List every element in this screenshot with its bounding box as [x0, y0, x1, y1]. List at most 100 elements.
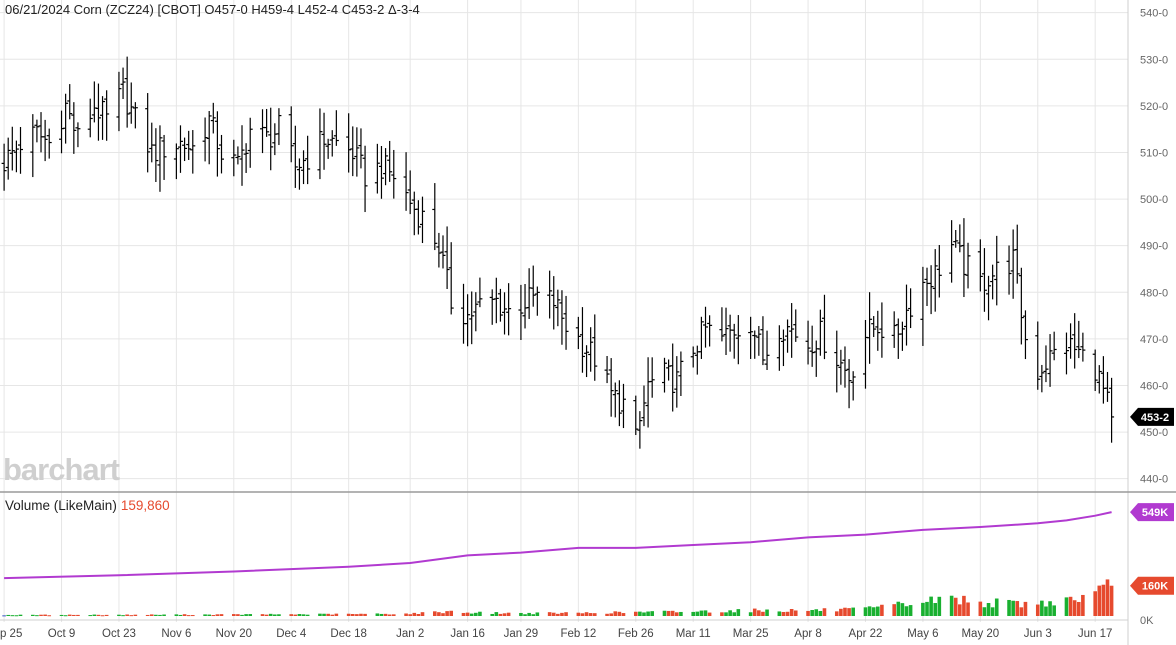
price-bar — [575, 316, 581, 350]
volume-bar — [293, 614, 298, 616]
price-bar — [448, 242, 454, 315]
volume-bar — [494, 612, 499, 616]
price-bar — [120, 67, 126, 100]
price-bar — [305, 135, 311, 185]
volume-bar — [765, 609, 769, 616]
volume-bar — [605, 613, 609, 616]
volume-bar — [232, 614, 236, 616]
volume-bar — [133, 614, 138, 616]
price-bar — [239, 125, 245, 186]
volume-bar — [986, 603, 991, 616]
price-bar — [867, 292, 873, 364]
price-bar — [1068, 323, 1074, 359]
price-bar — [288, 106, 294, 163]
volume-bar — [527, 612, 531, 616]
volume-bar — [1044, 606, 1048, 616]
volume-bar — [666, 610, 671, 616]
volume-bar — [560, 612, 564, 616]
price-bar — [497, 288, 503, 322]
price-bar — [723, 307, 729, 355]
volume-bar — [1097, 585, 1102, 616]
price-bar — [346, 113, 352, 173]
price-bar — [649, 357, 655, 398]
price-bar — [1109, 377, 1115, 443]
price-bar — [563, 295, 569, 350]
volume-bar — [408, 614, 412, 616]
volume-bar — [847, 608, 851, 616]
volume-bar — [162, 614, 166, 616]
price-bar — [891, 311, 897, 348]
price-bar — [612, 382, 618, 418]
volume-bar — [703, 610, 708, 616]
x-tick-label: Apr 22 — [849, 628, 883, 640]
volume-bar — [6, 614, 11, 616]
price-bar — [990, 264, 996, 300]
volume-bar — [305, 614, 310, 616]
price-bar — [391, 149, 397, 199]
volume-bar — [1007, 599, 1011, 616]
volume-bar — [129, 615, 134, 617]
price-bar — [190, 130, 196, 174]
price-bar — [817, 309, 823, 356]
price-bar — [407, 170, 413, 215]
price-bar — [1080, 332, 1086, 362]
price-bar — [350, 126, 356, 177]
volume-bar — [506, 612, 511, 616]
price-bar — [325, 138, 331, 159]
price-bar — [547, 270, 553, 319]
price-bar — [522, 284, 528, 329]
price-bar — [461, 283, 467, 344]
volume-value: 159,860 — [120, 498, 170, 513]
price-bar — [1018, 267, 1024, 345]
volume-bar — [474, 612, 478, 616]
price-bar — [735, 315, 741, 365]
price-bar — [502, 292, 508, 335]
volume-bar — [962, 595, 966, 616]
price-bar — [444, 226, 450, 290]
volume-bar — [404, 613, 408, 616]
price-bar — [526, 268, 532, 319]
volume-bar — [76, 614, 80, 616]
price-bar — [760, 316, 766, 366]
price-bar — [842, 346, 848, 388]
price-bar — [477, 277, 483, 308]
price-bar — [703, 306, 709, 348]
price-bar — [493, 277, 499, 324]
price-bar — [785, 319, 791, 353]
open-interest-line — [4, 511, 1112, 580]
last-volume-badge-label: 160K — [1142, 581, 1168, 593]
volume-bar — [190, 615, 195, 617]
volume-bar — [387, 614, 392, 616]
volume-bar — [158, 614, 162, 616]
x-tick-label: Mar 25 — [733, 628, 769, 640]
volume-bar — [1035, 604, 1040, 616]
price-bar — [383, 148, 389, 186]
price-bar — [63, 93, 69, 144]
volume-bar — [1076, 601, 1081, 616]
volume-bar — [1064, 597, 1069, 616]
price-bar — [358, 128, 364, 169]
volume-label: Volume — [5, 498, 51, 513]
volume-bar — [207, 614, 211, 616]
price-bar — [871, 316, 877, 338]
price-bar — [748, 316, 754, 359]
volume-bar — [437, 612, 441, 616]
price-bar — [276, 108, 282, 146]
price-bar — [1051, 331, 1057, 361]
y-tick-label: 450-0 — [1140, 427, 1168, 439]
volume-bar — [236, 614, 240, 616]
price-bar — [469, 291, 475, 345]
volume-bar — [904, 606, 909, 616]
volume-bar — [937, 596, 942, 616]
price-bar — [1096, 365, 1102, 394]
volume-bar — [10, 615, 15, 617]
volume-bar — [732, 612, 737, 616]
volume-bar — [900, 603, 905, 616]
volume-bar — [379, 613, 384, 616]
price-bar — [432, 183, 438, 251]
x-tick-label: Nov 6 — [161, 628, 191, 640]
volume-bar — [416, 614, 421, 616]
volume-bar — [1052, 605, 1056, 616]
volume-bar — [617, 611, 622, 616]
price-bar — [981, 248, 987, 312]
